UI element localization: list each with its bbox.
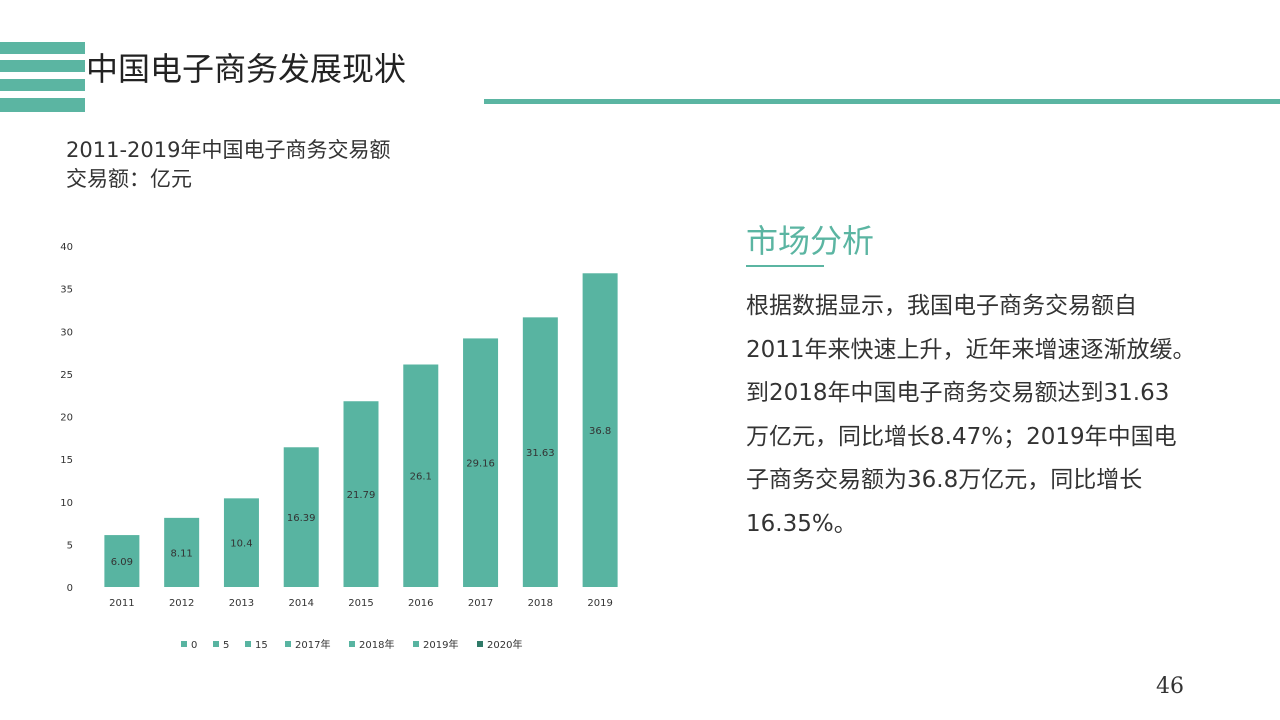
bar-chart: 0 5 10 15 20 25 30 35 40 6.09 2011 8.11 2012 10.4 2013…: [60, 242, 618, 651]
data-label: 10.4: [230, 539, 252, 550]
bar: [223, 498, 259, 587]
chart-subtitle: 2011-2019年中国电子商务交易额 交易额：亿元: [66, 136, 390, 194]
legend-label: 2017年: [295, 638, 330, 651]
x-tick-label: 2014: [288, 598, 313, 609]
bar: [104, 535, 140, 587]
bar: [463, 338, 499, 587]
x-tick-label: 2016: [408, 598, 433, 609]
y-tick-label: 5: [67, 540, 73, 551]
analysis-line: 子商务交易额为36.8万亿元，同比增长: [746, 467, 1143, 493]
legend-swatch: [285, 641, 291, 647]
chart-unit: 交易额：亿元: [66, 167, 192, 191]
legend-label: 5: [223, 640, 229, 651]
bar: [343, 401, 379, 587]
x-tick-label: 2018: [528, 598, 553, 609]
legend-swatch: [349, 641, 355, 647]
title-stripes: [0, 42, 85, 112]
legend-swatch: [413, 641, 419, 647]
legend-label: 0: [191, 640, 197, 651]
legend-label: 2019年: [423, 638, 458, 651]
data-label: 6.09: [111, 557, 133, 568]
legend-swatch: [477, 641, 483, 647]
x-tick-label: 2012: [169, 598, 194, 609]
x-tick-label: 2017: [468, 598, 493, 609]
analysis-underline: [746, 265, 824, 267]
stripe-decoration: [0, 79, 85, 91]
analysis-line: 根据数据显示，我国电子商务交易额自: [746, 293, 1137, 319]
y-tick-label: 10: [60, 498, 73, 509]
legend-swatch: [245, 641, 251, 647]
stripe-decoration: [0, 60, 85, 72]
x-tick-label: 2011: [109, 598, 134, 609]
legend-swatch: [213, 641, 219, 647]
x-tick-label: 2013: [229, 598, 254, 609]
y-tick-label: 20: [60, 413, 73, 424]
bar: [582, 273, 618, 587]
data-label: 26.1: [410, 472, 432, 483]
data-label: 21.79: [347, 490, 376, 501]
legend-swatch: [181, 641, 187, 647]
data-label: 31.63: [526, 448, 555, 459]
x-tick-label: 2019: [587, 598, 612, 609]
bar: [164, 517, 200, 587]
analysis-line: 到2018年中国电子商务交易额达到31.63: [746, 380, 1170, 406]
y-tick-label: 35: [60, 285, 73, 296]
y-tick-label: 25: [60, 370, 73, 381]
analysis-line: 2011年来快速上升，近年来增速逐渐放缓。: [746, 336, 1196, 363]
page-number: 46: [1156, 674, 1184, 699]
analysis-text: 根据数据显示，我国电子商务交易额自 2011年来快速上升，近年来增速逐渐放缓。 …: [746, 285, 1216, 546]
chart-title: 2011-2019年中国电子商务交易额: [66, 138, 391, 162]
data-label: 29.16: [466, 459, 495, 470]
bar: [403, 364, 439, 587]
legend-label: 15: [255, 640, 268, 651]
bar: [522, 317, 558, 587]
analysis-line: 万亿元，同比增长8.47%；2019年中国电: [746, 423, 1177, 450]
data-label: 16.39: [287, 513, 316, 524]
page-title: 中国电子商务发展现状: [86, 50, 407, 88]
stripe-decoration: [0, 42, 85, 54]
y-tick-label: 0: [67, 583, 73, 594]
y-tick-label: 30: [60, 327, 73, 338]
stripe-decoration: [0, 98, 85, 112]
legend-label: 2020年: [487, 638, 522, 651]
x-tick-label: 2015: [348, 598, 373, 609]
data-label: 8.11: [171, 548, 193, 559]
data-label: 36.8: [589, 426, 611, 437]
analysis-heading: 市场分析: [746, 222, 875, 260]
title-rule: [484, 99, 1280, 104]
y-tick-label: 40: [60, 242, 73, 253]
bar: [283, 447, 319, 587]
legend-label: 2018年: [359, 638, 394, 651]
analysis-line: 16.35%。: [746, 510, 857, 537]
y-tick-label: 15: [60, 455, 73, 466]
